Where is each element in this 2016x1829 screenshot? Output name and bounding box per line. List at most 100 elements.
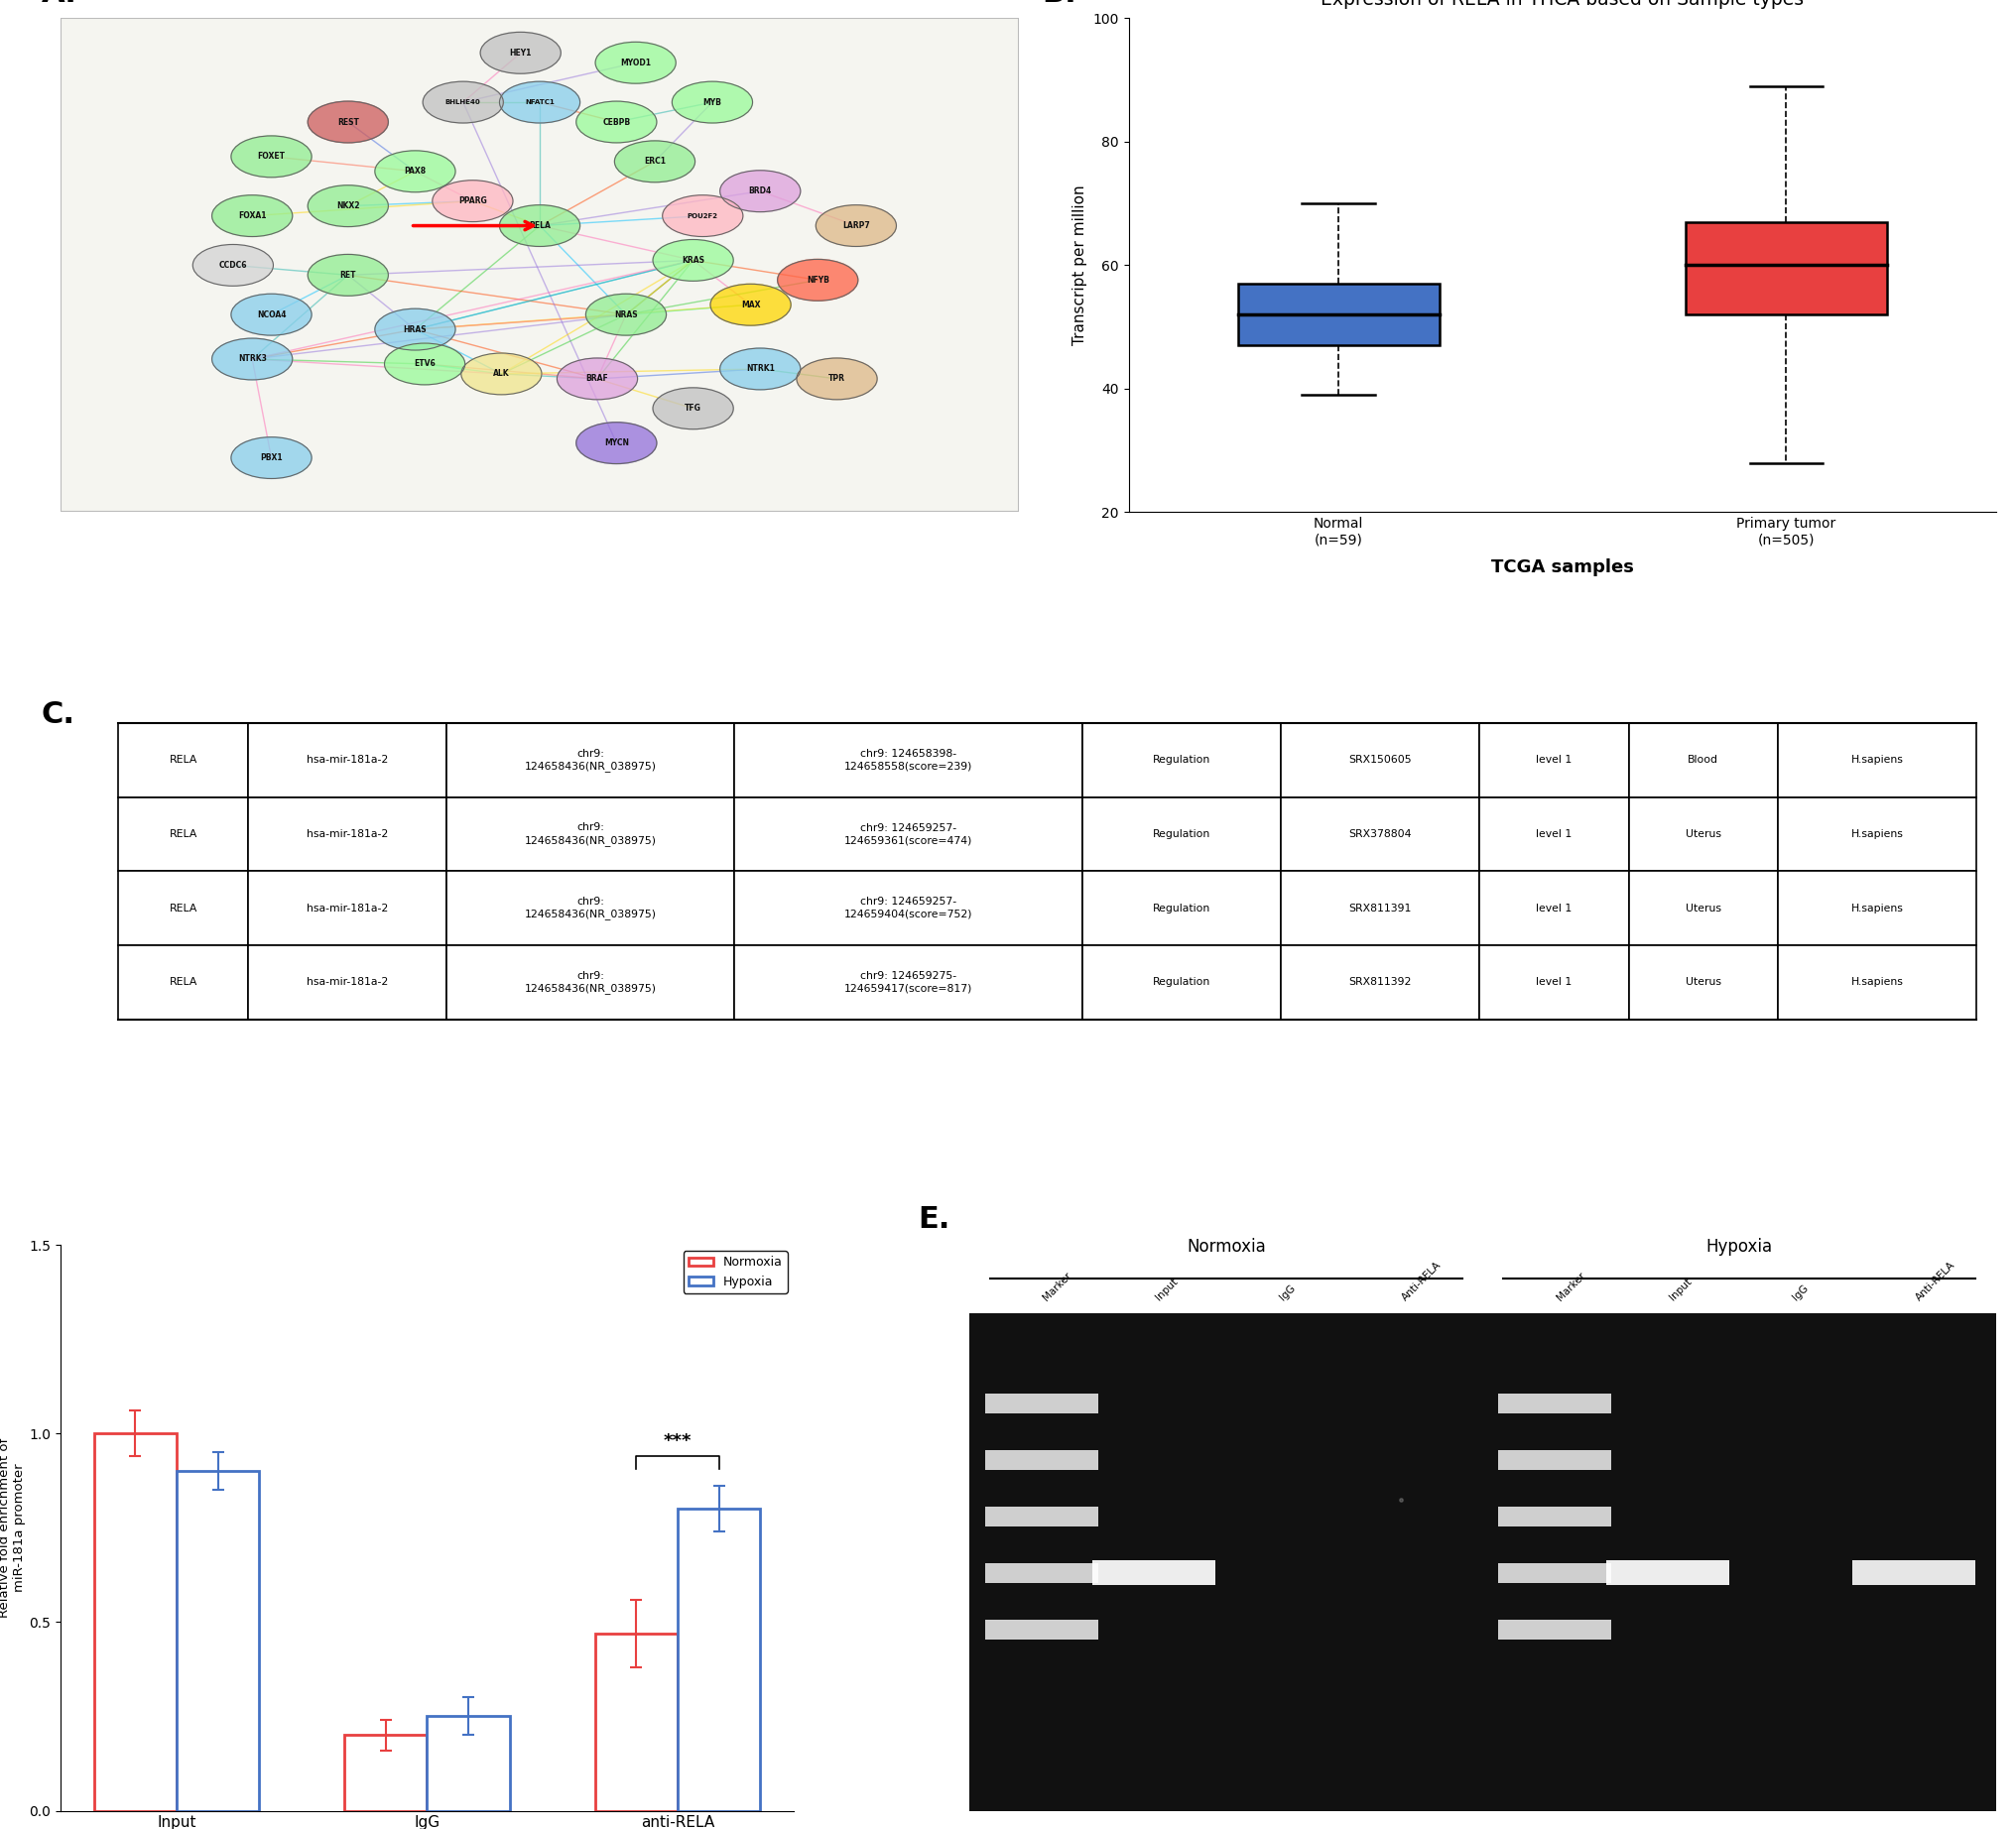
Text: NTRK1: NTRK1 [746, 364, 774, 373]
Circle shape [232, 294, 312, 335]
Bar [1629, 797, 1778, 871]
Text: BRAF: BRAF [587, 375, 609, 384]
Circle shape [577, 101, 657, 143]
Text: HEY1: HEY1 [510, 48, 532, 57]
Circle shape [232, 437, 312, 479]
Circle shape [556, 358, 637, 399]
Text: TPR: TPR [829, 375, 845, 384]
Text: Anti-RELA: Anti-RELA [1401, 1260, 1443, 1302]
Text: hsa-mir-181a-2: hsa-mir-181a-2 [306, 977, 387, 988]
Text: RELA: RELA [169, 829, 198, 840]
Text: ERC1: ERC1 [643, 157, 665, 166]
Text: MYOD1: MYOD1 [621, 59, 651, 68]
Text: level 1: level 1 [1536, 829, 1572, 840]
Text: H.sapiens: H.sapiens [1851, 904, 1903, 913]
Text: Regulation: Regulation [1153, 829, 1210, 840]
Bar [677, 1509, 760, 1811]
Y-axis label: Relative fold enrichment of
miR-181a promoter: Relative fold enrichment of miR-181a pro… [0, 1438, 26, 1617]
Bar [177, 1471, 260, 1811]
Text: chr9:
124658436(NR_038975): chr9: 124658436(NR_038975) [524, 896, 657, 920]
Text: chr9: 124659257-
124659361(score=474): chr9: 124659257- 124659361(score=474) [845, 823, 972, 845]
Text: SRX150605: SRX150605 [1349, 755, 1411, 765]
Text: PBX1: PBX1 [260, 454, 282, 463]
Text: Uterus: Uterus [1685, 977, 1722, 988]
Circle shape [500, 205, 581, 247]
Text: hsa-mir-181a-2: hsa-mir-181a-2 [306, 904, 387, 913]
Circle shape [462, 353, 542, 395]
Circle shape [385, 344, 466, 384]
Bar [1498, 1619, 1611, 1641]
Text: NRAS: NRAS [615, 311, 637, 318]
Text: MYB: MYB [704, 97, 722, 106]
Bar [986, 1619, 1099, 1641]
Text: Uterus: Uterus [1685, 904, 1722, 913]
Text: HRAS: HRAS [403, 326, 427, 335]
Circle shape [232, 135, 312, 177]
Text: BRD4: BRD4 [748, 187, 772, 196]
Bar [1498, 1394, 1611, 1414]
Text: Hypoxia: Hypoxia [1706, 1238, 1772, 1257]
Circle shape [308, 185, 389, 227]
Text: IgG: IgG [1790, 1284, 1810, 1302]
Text: H.sapiens: H.sapiens [1851, 829, 1903, 840]
Text: A.: A. [40, 0, 77, 9]
Text: PAX8: PAX8 [403, 166, 425, 176]
Text: H.sapiens: H.sapiens [1851, 755, 1903, 765]
Text: NCOA4: NCOA4 [256, 311, 286, 318]
Text: level 1: level 1 [1536, 904, 1572, 913]
Circle shape [653, 240, 734, 282]
Circle shape [212, 196, 292, 236]
Circle shape [375, 150, 456, 192]
Text: BHLHE40: BHLHE40 [446, 99, 480, 106]
Text: NFYB: NFYB [806, 276, 829, 285]
Text: PPARG: PPARG [458, 196, 488, 205]
Bar [1480, 871, 1629, 946]
Text: REST: REST [337, 117, 359, 126]
Text: SRX811391: SRX811391 [1349, 904, 1411, 913]
Circle shape [500, 82, 581, 123]
Text: Marker: Marker [1042, 1271, 1075, 1302]
Text: MAX: MAX [742, 300, 760, 309]
Text: ALK: ALK [494, 369, 510, 379]
Text: KRAS: KRAS [681, 256, 704, 265]
Bar [1629, 946, 1778, 1019]
Text: NTRK3: NTRK3 [238, 355, 266, 364]
Text: Normoxia: Normoxia [1187, 1238, 1266, 1257]
Text: Marker: Marker [1554, 1271, 1587, 1302]
Text: chr9:
124658436(NR_038975): chr9: 124658436(NR_038975) [524, 823, 657, 845]
Bar [427, 1716, 510, 1811]
Bar [986, 1394, 1099, 1414]
Bar [986, 1507, 1099, 1527]
Circle shape [480, 33, 560, 73]
Legend: Normoxia, Hypoxia: Normoxia, Hypoxia [683, 1251, 788, 1293]
Text: level 1: level 1 [1536, 977, 1572, 988]
Circle shape [587, 294, 665, 335]
Text: RELA: RELA [169, 755, 198, 765]
Text: chr9:
124658436(NR_038975): chr9: 124658436(NR_038975) [524, 748, 657, 772]
Text: NFATC1: NFATC1 [524, 99, 554, 106]
Text: RET: RET [341, 271, 357, 280]
Circle shape [653, 388, 734, 430]
Bar [119, 871, 248, 946]
Text: FOXET: FOXET [258, 152, 284, 161]
Circle shape [671, 82, 752, 123]
Bar [1498, 1507, 1611, 1527]
Text: ETV6: ETV6 [413, 360, 435, 368]
Text: E.: E. [917, 1205, 950, 1233]
Text: TFG: TFG [685, 404, 702, 413]
Circle shape [710, 283, 790, 326]
Text: Regulation: Regulation [1153, 904, 1210, 913]
Text: B.: B. [1042, 0, 1077, 9]
Bar [1480, 797, 1629, 871]
Text: H.sapiens: H.sapiens [1851, 977, 1903, 988]
X-axis label: TCGA samples: TCGA samples [1492, 558, 1633, 576]
Text: hsa-mir-181a-2: hsa-mir-181a-2 [306, 755, 387, 765]
Text: SRX378804: SRX378804 [1349, 829, 1411, 840]
Text: Uterus: Uterus [1685, 829, 1722, 840]
Bar [595, 1633, 677, 1811]
Text: CEBPB: CEBPB [603, 117, 631, 126]
Text: RELA: RELA [169, 977, 198, 988]
Bar [970, 1313, 1996, 1811]
Circle shape [431, 181, 512, 221]
Text: level 1: level 1 [1536, 755, 1572, 765]
